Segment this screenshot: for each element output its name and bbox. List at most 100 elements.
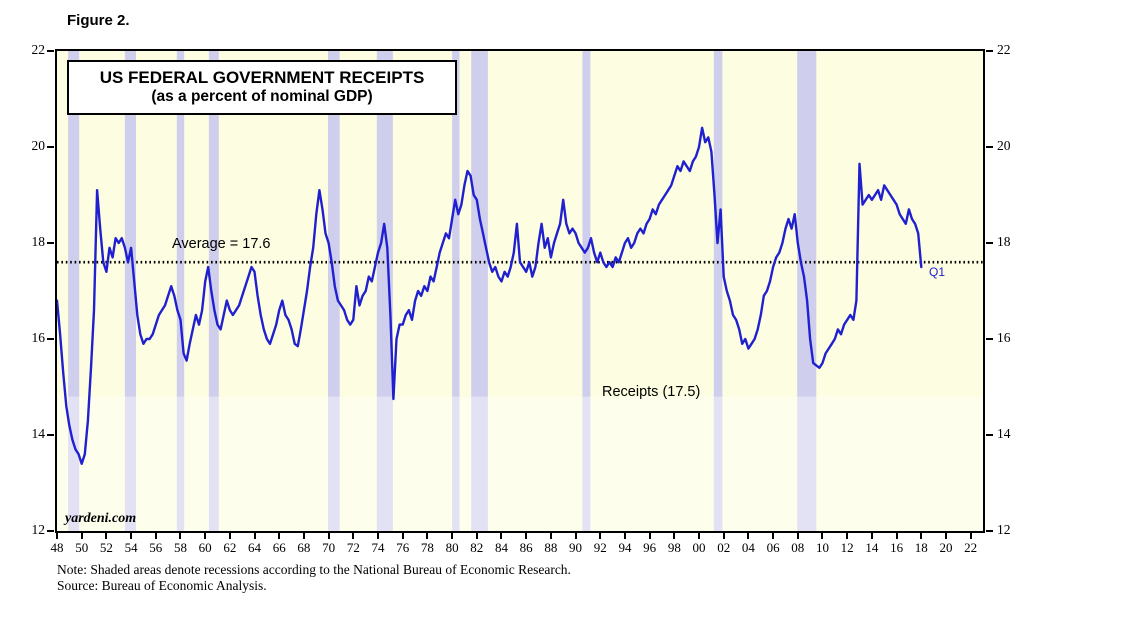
x-axis-tick <box>747 533 750 539</box>
x-axis-tick <box>377 533 379 539</box>
x-axis-label: 18 <box>914 540 928 555</box>
x-axis-label: 98 <box>667 540 681 555</box>
x-axis-label: 02 <box>717 540 731 555</box>
x-axis-tick <box>475 533 478 539</box>
recession-band <box>713 51 723 531</box>
recession-band <box>471 51 488 531</box>
x-axis-label: 54 <box>124 540 138 555</box>
x-axis-tick <box>648 533 651 539</box>
x-axis-tick <box>253 533 256 539</box>
x-axis-tick <box>352 533 355 539</box>
x-axis-label: 94 <box>618 540 632 555</box>
recession-band <box>376 51 393 531</box>
x-axis-label: 12 <box>840 540 854 555</box>
x-axis-label: 58 <box>173 540 187 555</box>
x-axis-label: 96 <box>643 540 657 555</box>
x-axis-tick <box>500 533 503 539</box>
x-axis-label: 66 <box>272 540 286 555</box>
x-axis-tick <box>80 533 83 539</box>
y-axis-label-right: 14 <box>997 426 1011 441</box>
x-axis-label: 70 <box>322 540 336 555</box>
x-axis-label: 74 <box>371 540 385 555</box>
x-axis-label: 10 <box>815 540 829 555</box>
y-axis-label-left: 16 <box>31 330 46 345</box>
x-axis-label: 68 <box>297 540 311 555</box>
x-axis-tick <box>698 533 701 539</box>
x-axis-tick <box>278 533 281 539</box>
x-axis-tick <box>401 533 404 539</box>
x-axis-label: 50 <box>75 540 89 555</box>
y-axis-label-left: 20 <box>31 138 46 153</box>
y-axis-tick-left <box>47 146 54 148</box>
latest-quarter-label: Q1 <box>929 265 946 279</box>
x-axis-tick <box>105 533 108 539</box>
y-axis-tick-right <box>986 50 993 52</box>
recession-band <box>68 51 80 531</box>
y-axis-tick-right <box>986 146 993 148</box>
average-line-label: Average = 17.6 <box>172 236 271 252</box>
x-axis-label: 76 <box>396 540 410 555</box>
x-axis-label: 80 <box>445 540 459 555</box>
x-axis-tick <box>969 533 972 539</box>
x-axis-label: 78 <box>420 540 434 555</box>
x-axis-label: 48 <box>50 540 64 555</box>
recession-band <box>176 51 185 531</box>
x-axis-tick <box>673 533 676 539</box>
receipts-series-label: Receipts (17.5) <box>602 384 701 400</box>
x-axis-label: 20 <box>939 540 953 555</box>
y-axis-label-right: 22 <box>997 42 1011 57</box>
x-axis-tick <box>302 533 305 539</box>
x-axis-label: 92 <box>593 540 607 555</box>
chart-notes: Note: Shaded areas denote recessions acc… <box>57 562 571 594</box>
x-axis-tick <box>870 533 873 539</box>
receipts-line <box>57 126 923 465</box>
x-axis-label: 82 <box>470 540 484 555</box>
note-source: Source: Bureau of Economic Analysis. <box>57 578 267 593</box>
x-axis-tick <box>796 533 799 539</box>
x-axis-tick <box>154 533 157 539</box>
y-axis-tick-left <box>47 50 54 52</box>
y-axis-label-right: 12 <box>997 522 1011 537</box>
x-axis-tick <box>944 533 947 539</box>
recession-band <box>452 51 460 531</box>
x-axis-tick <box>549 533 552 539</box>
x-axis-tick <box>451 533 454 539</box>
recession-band <box>124 51 136 531</box>
recession-band <box>208 51 219 531</box>
x-axis-label: 60 <box>198 540 212 555</box>
y-axis-tick-left <box>47 530 54 532</box>
chart-title-box: US FEDERAL GOVERNMENT RECEIPTS (as a per… <box>67 60 457 115</box>
plot-svg <box>57 51 983 531</box>
x-axis-label: 64 <box>248 540 262 555</box>
note-recessions: Note: Shaded areas denote recessions acc… <box>57 562 571 577</box>
x-axis-tick <box>722 533 725 539</box>
y-axis-tick-left <box>47 434 54 436</box>
x-axis-tick <box>56 533 58 539</box>
x-axis-label: 62 <box>223 540 237 555</box>
x-axis-tick <box>821 533 824 539</box>
x-axis-tick <box>772 533 775 539</box>
y-axis-label-left: 22 <box>31 42 46 57</box>
x-axis-label: 52 <box>99 540 113 555</box>
y-axis-label-left: 12 <box>31 522 46 537</box>
y-axis-tick-right <box>986 338 993 340</box>
x-axis-tick <box>846 533 849 539</box>
y-axis-label-left: 14 <box>31 426 46 441</box>
y-axis-label-right: 20 <box>997 138 1011 153</box>
x-axis-tick <box>130 533 133 539</box>
x-axis-label: 06 <box>766 540 780 555</box>
recession-band <box>582 51 591 531</box>
figure-number-label: Figure 2. <box>67 12 130 29</box>
x-axis-tick <box>525 533 528 539</box>
x-axis-tick <box>204 533 207 539</box>
y-axis-tick-left <box>47 242 54 244</box>
x-axis-label: 88 <box>544 540 558 555</box>
y-axis-label-right: 16 <box>997 330 1011 345</box>
y-axis-label-right: 18 <box>997 234 1011 249</box>
x-axis-label: 22 <box>964 540 978 555</box>
y-axis-tick-right <box>986 434 993 436</box>
light-band <box>57 396 983 531</box>
x-axis-tick <box>599 533 602 539</box>
x-axis-label: 14 <box>865 540 879 555</box>
